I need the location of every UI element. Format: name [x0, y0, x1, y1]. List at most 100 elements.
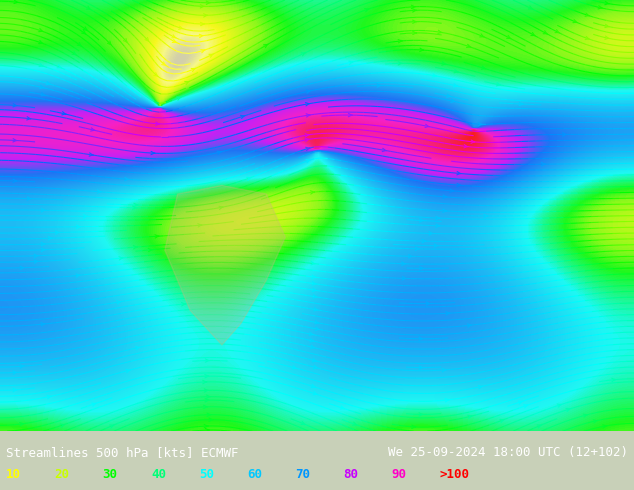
FancyArrowPatch shape — [445, 398, 450, 402]
FancyArrowPatch shape — [519, 102, 523, 106]
FancyArrowPatch shape — [480, 34, 484, 37]
Text: 60: 60 — [247, 468, 262, 481]
FancyArrowPatch shape — [191, 68, 196, 72]
FancyArrowPatch shape — [203, 380, 207, 384]
Text: Streamlines 500 hPa [kts] ECMWF: Streamlines 500 hPa [kts] ECMWF — [6, 446, 239, 459]
FancyArrowPatch shape — [14, 0, 18, 3]
Text: 80: 80 — [344, 468, 359, 481]
FancyArrowPatch shape — [413, 31, 417, 35]
FancyArrowPatch shape — [398, 40, 402, 43]
FancyArrowPatch shape — [446, 312, 450, 315]
FancyArrowPatch shape — [107, 41, 111, 45]
FancyArrowPatch shape — [205, 398, 209, 402]
FancyArrowPatch shape — [205, 359, 209, 362]
FancyArrowPatch shape — [612, 378, 616, 382]
FancyArrowPatch shape — [72, 51, 77, 55]
FancyArrowPatch shape — [27, 197, 31, 200]
FancyArrowPatch shape — [313, 288, 316, 292]
FancyArrowPatch shape — [13, 103, 17, 107]
FancyArrowPatch shape — [605, 24, 609, 27]
Text: 40: 40 — [151, 468, 166, 481]
FancyArrowPatch shape — [205, 428, 209, 432]
FancyArrowPatch shape — [314, 320, 319, 324]
FancyArrowPatch shape — [306, 90, 311, 93]
FancyArrowPatch shape — [442, 368, 446, 372]
FancyArrowPatch shape — [34, 260, 38, 263]
FancyArrowPatch shape — [585, 36, 590, 40]
FancyArrowPatch shape — [20, 266, 24, 270]
FancyArrowPatch shape — [306, 102, 309, 106]
FancyArrowPatch shape — [528, 6, 533, 9]
FancyArrowPatch shape — [204, 424, 208, 428]
FancyArrowPatch shape — [313, 359, 316, 362]
FancyArrowPatch shape — [557, 404, 562, 407]
FancyArrowPatch shape — [313, 295, 317, 298]
FancyArrowPatch shape — [315, 327, 320, 330]
FancyArrowPatch shape — [199, 34, 204, 38]
FancyArrowPatch shape — [204, 14, 207, 17]
Text: 90: 90 — [392, 468, 407, 481]
FancyArrowPatch shape — [464, 145, 468, 148]
FancyArrowPatch shape — [82, 30, 86, 34]
FancyArrowPatch shape — [478, 122, 482, 126]
FancyArrowPatch shape — [593, 420, 597, 423]
FancyArrowPatch shape — [602, 425, 607, 428]
FancyArrowPatch shape — [27, 117, 31, 120]
FancyArrowPatch shape — [349, 113, 353, 117]
FancyArrowPatch shape — [119, 257, 123, 260]
FancyArrowPatch shape — [77, 225, 81, 228]
FancyArrowPatch shape — [309, 332, 313, 336]
FancyArrowPatch shape — [305, 138, 309, 142]
FancyArrowPatch shape — [86, 6, 91, 10]
FancyArrowPatch shape — [40, 85, 44, 89]
FancyArrowPatch shape — [365, 8, 369, 12]
FancyArrowPatch shape — [247, 177, 251, 180]
FancyArrowPatch shape — [311, 385, 316, 388]
FancyArrowPatch shape — [443, 195, 447, 198]
FancyArrowPatch shape — [148, 248, 152, 252]
FancyArrowPatch shape — [184, 81, 190, 85]
FancyArrowPatch shape — [531, 32, 535, 36]
FancyArrowPatch shape — [306, 147, 310, 150]
FancyArrowPatch shape — [133, 206, 136, 209]
FancyArrowPatch shape — [204, 405, 207, 409]
Polygon shape — [165, 185, 285, 345]
FancyArrowPatch shape — [13, 371, 17, 374]
FancyArrowPatch shape — [605, 36, 609, 39]
FancyArrowPatch shape — [172, 39, 177, 43]
FancyArrowPatch shape — [443, 209, 447, 213]
FancyArrowPatch shape — [496, 83, 501, 86]
FancyArrowPatch shape — [264, 44, 268, 48]
FancyArrowPatch shape — [507, 35, 511, 39]
Text: 50: 50 — [199, 468, 214, 481]
FancyArrowPatch shape — [451, 99, 455, 102]
FancyArrowPatch shape — [162, 62, 166, 66]
FancyArrowPatch shape — [41, 323, 45, 326]
FancyArrowPatch shape — [41, 93, 45, 96]
FancyArrowPatch shape — [206, 1, 210, 4]
FancyArrowPatch shape — [401, 262, 406, 265]
FancyArrowPatch shape — [426, 302, 430, 305]
FancyArrowPatch shape — [566, 408, 571, 412]
FancyArrowPatch shape — [153, 73, 158, 76]
FancyArrowPatch shape — [209, 418, 213, 421]
FancyArrowPatch shape — [457, 172, 461, 175]
FancyArrowPatch shape — [314, 308, 318, 311]
FancyArrowPatch shape — [442, 62, 446, 65]
FancyArrowPatch shape — [415, 247, 419, 250]
FancyArrowPatch shape — [500, 419, 504, 422]
FancyArrowPatch shape — [313, 366, 318, 368]
Text: 20: 20 — [55, 468, 70, 481]
FancyArrowPatch shape — [457, 183, 461, 187]
FancyArrowPatch shape — [91, 128, 95, 131]
FancyArrowPatch shape — [46, 81, 51, 85]
FancyArrowPatch shape — [305, 134, 309, 137]
FancyArrowPatch shape — [420, 219, 424, 222]
FancyArrowPatch shape — [200, 4, 204, 8]
FancyArrowPatch shape — [454, 70, 458, 73]
FancyArrowPatch shape — [145, 37, 148, 41]
FancyArrowPatch shape — [432, 74, 437, 77]
FancyArrowPatch shape — [240, 115, 245, 119]
FancyArrowPatch shape — [605, 1, 609, 5]
FancyArrowPatch shape — [301, 421, 306, 424]
